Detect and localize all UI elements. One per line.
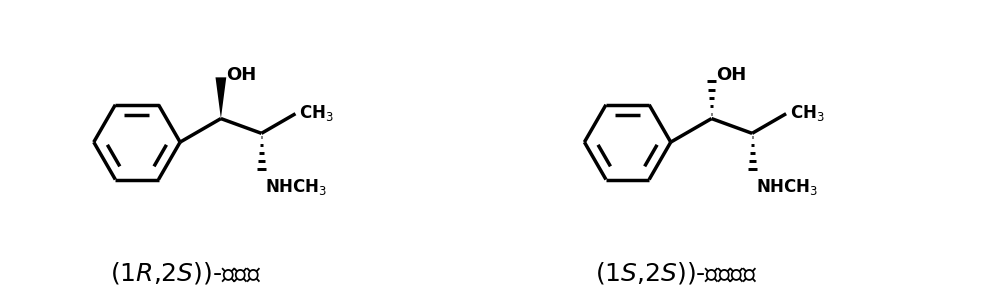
Text: CH$_3$: CH$_3$ [299, 103, 334, 123]
Text: OH: OH [716, 67, 747, 84]
Text: (1$\it{S}$,2$\it{S}$))-伪麻黄碱: (1$\it{S}$,2$\it{S}$))-伪麻黄碱 [595, 260, 758, 286]
Text: NHCH$_3$: NHCH$_3$ [265, 178, 327, 198]
Text: NHCH$_3$: NHCH$_3$ [756, 178, 818, 198]
Text: (1$\it{R}$,2$\it{S}$))-麻黄碱: (1$\it{R}$,2$\it{S}$))-麻黄碱 [110, 260, 262, 286]
Text: OH: OH [226, 67, 256, 84]
Text: CH$_3$: CH$_3$ [790, 103, 825, 123]
Polygon shape [215, 77, 226, 119]
